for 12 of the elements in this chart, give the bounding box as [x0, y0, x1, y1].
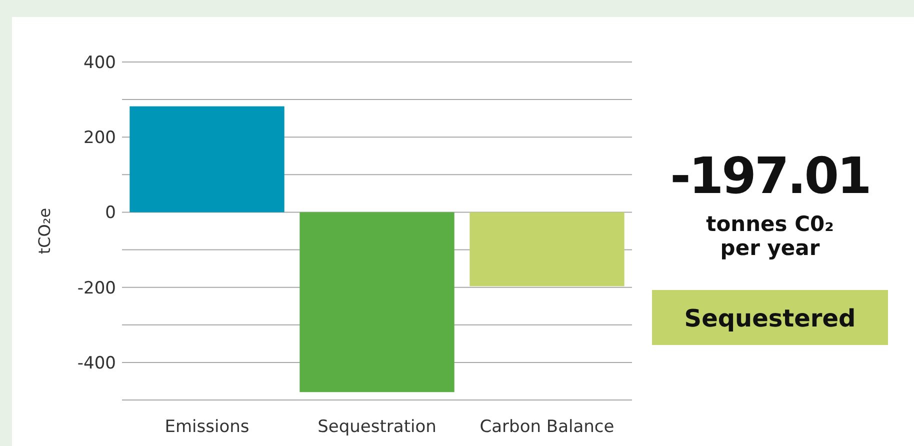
x-tick-label: Sequestration: [318, 417, 436, 437]
x-tick-label: Carbon Balance: [480, 417, 614, 437]
y-tick-label: -400: [77, 353, 116, 374]
y-tick-label: 0: [105, 203, 116, 224]
y-tick-label: 200: [84, 128, 116, 148]
text: Sequestered: [684, 304, 856, 332]
y-tick-label: 400: [84, 52, 116, 73]
text: -197.01: [670, 147, 870, 205]
y-tick-label: -200: [77, 278, 116, 298]
y-axis-title: tCO₂e: [35, 208, 54, 254]
x-tick-label: Emissions: [164, 417, 250, 437]
text: tonnes C0₂ per year: [706, 212, 834, 260]
